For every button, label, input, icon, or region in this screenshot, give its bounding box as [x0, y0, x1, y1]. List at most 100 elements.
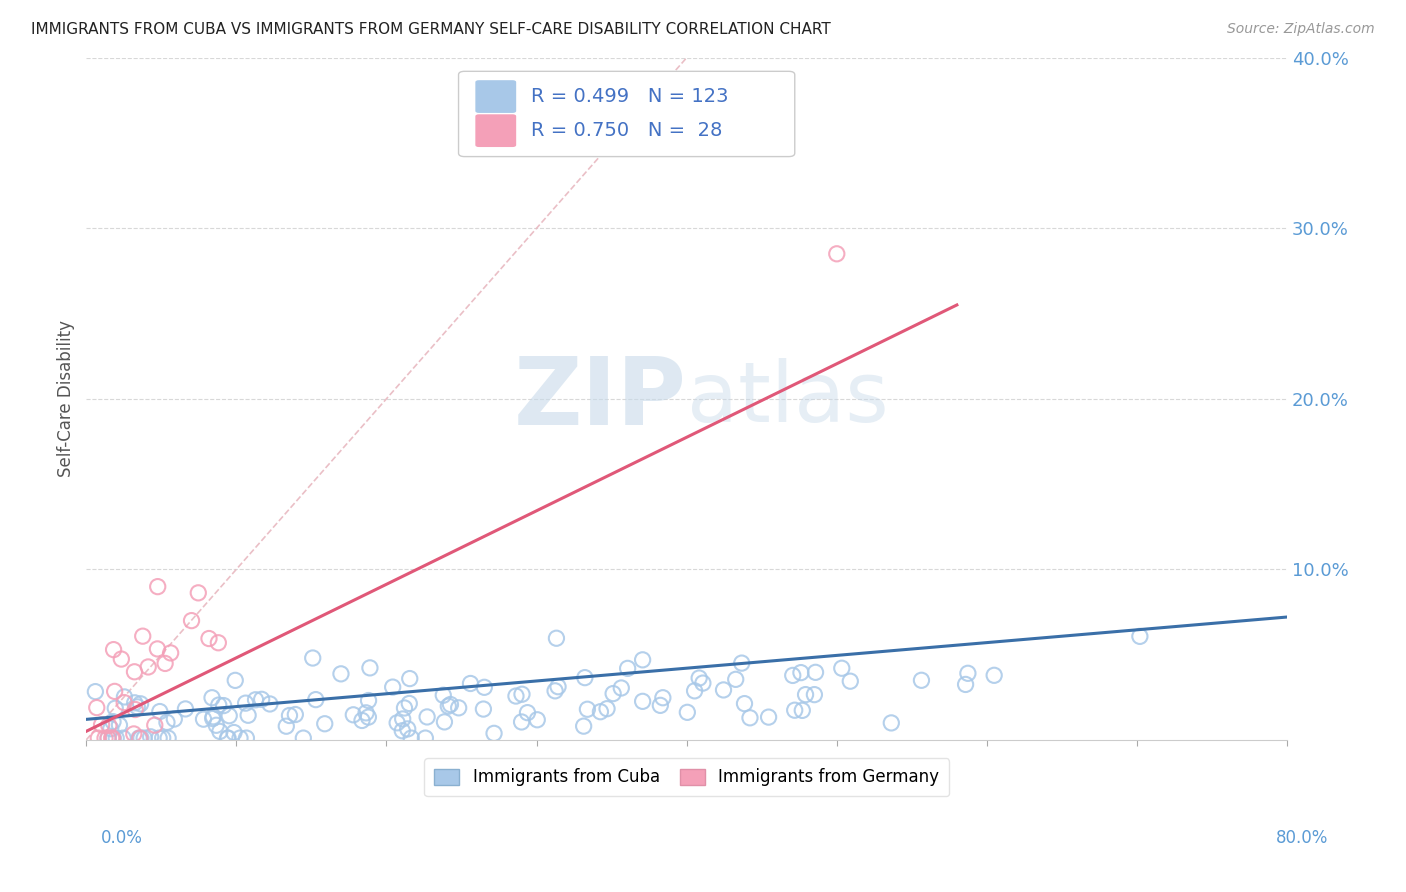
- Point: [433, 714, 456, 729]
- Point: [792, 703, 814, 717]
- Point: [439, 698, 461, 712]
- Point: [983, 668, 1005, 682]
- Point: [394, 701, 416, 715]
- Point: [650, 698, 672, 713]
- Y-axis label: Self-Care Disability: Self-Care Disability: [58, 320, 75, 477]
- Point: [139, 730, 162, 744]
- Point: [208, 698, 231, 712]
- Point: [124, 696, 146, 710]
- Point: [205, 718, 228, 732]
- Point: [112, 690, 135, 704]
- Point: [631, 694, 654, 708]
- Point: [385, 715, 408, 730]
- Point: [229, 731, 252, 745]
- Point: [292, 731, 315, 745]
- Point: [546, 632, 568, 646]
- Point: [790, 665, 813, 680]
- Point: [101, 731, 124, 745]
- Point: [651, 690, 673, 705]
- Text: atlas: atlas: [686, 359, 889, 439]
- Point: [124, 702, 146, 716]
- Point: [783, 703, 806, 717]
- Point: [110, 652, 132, 666]
- Point: [825, 247, 848, 261]
- Point: [193, 712, 215, 726]
- Point: [101, 714, 124, 729]
- Point: [342, 707, 364, 722]
- Point: [432, 688, 454, 702]
- Point: [224, 673, 246, 688]
- Point: [136, 660, 159, 674]
- Point: [217, 731, 239, 745]
- Point: [105, 731, 128, 745]
- Point: [731, 656, 754, 670]
- Text: 80.0%: 80.0%: [1277, 829, 1329, 847]
- Point: [301, 651, 323, 665]
- FancyBboxPatch shape: [475, 80, 516, 113]
- Point: [250, 692, 273, 706]
- Point: [955, 677, 977, 691]
- Point: [217, 731, 239, 745]
- Point: [97, 731, 120, 745]
- Point: [108, 718, 131, 732]
- Point: [692, 676, 714, 690]
- Point: [128, 731, 150, 745]
- Point: [602, 687, 624, 701]
- Point: [259, 697, 281, 711]
- Point: [156, 715, 179, 730]
- Point: [398, 672, 420, 686]
- Point: [354, 706, 377, 720]
- Point: [516, 706, 538, 720]
- Point: [94, 731, 117, 745]
- Point: [398, 697, 420, 711]
- Point: [97, 731, 120, 745]
- Point: [676, 706, 699, 720]
- Point: [956, 666, 979, 681]
- Point: [683, 683, 706, 698]
- Point: [616, 661, 638, 675]
- Text: R = 0.499   N = 123: R = 0.499 N = 123: [530, 87, 728, 106]
- Point: [143, 718, 166, 732]
- Point: [391, 712, 413, 726]
- Point: [235, 731, 257, 745]
- Point: [399, 731, 422, 745]
- Point: [187, 586, 209, 600]
- Point: [734, 697, 756, 711]
- Point: [134, 731, 156, 745]
- Point: [350, 714, 373, 728]
- Point: [90, 718, 112, 732]
- Point: [284, 707, 307, 722]
- Text: R = 0.750   N =  28: R = 0.750 N = 28: [530, 121, 721, 140]
- Point: [84, 684, 107, 698]
- Point: [100, 731, 122, 745]
- Point: [112, 696, 135, 710]
- Point: [153, 657, 176, 671]
- Point: [547, 680, 569, 694]
- Point: [103, 642, 125, 657]
- Point: [104, 684, 127, 698]
- Point: [235, 696, 257, 710]
- Point: [396, 722, 419, 736]
- Point: [159, 646, 181, 660]
- Point: [86, 700, 108, 714]
- Point: [174, 702, 197, 716]
- Point: [460, 676, 482, 690]
- Point: [129, 697, 152, 711]
- Point: [202, 710, 225, 724]
- Point: [437, 699, 460, 714]
- Point: [180, 614, 202, 628]
- Point: [157, 731, 180, 745]
- Point: [208, 724, 231, 739]
- Point: [357, 710, 380, 724]
- Point: [596, 702, 619, 716]
- Point: [359, 661, 381, 675]
- Point: [1129, 629, 1152, 643]
- Point: [724, 673, 747, 687]
- Point: [415, 731, 437, 745]
- Text: 0.0%: 0.0%: [101, 829, 143, 847]
- Point: [472, 702, 495, 716]
- Point: [87, 731, 110, 745]
- Point: [610, 681, 633, 695]
- Point: [212, 698, 235, 713]
- Point: [688, 671, 710, 685]
